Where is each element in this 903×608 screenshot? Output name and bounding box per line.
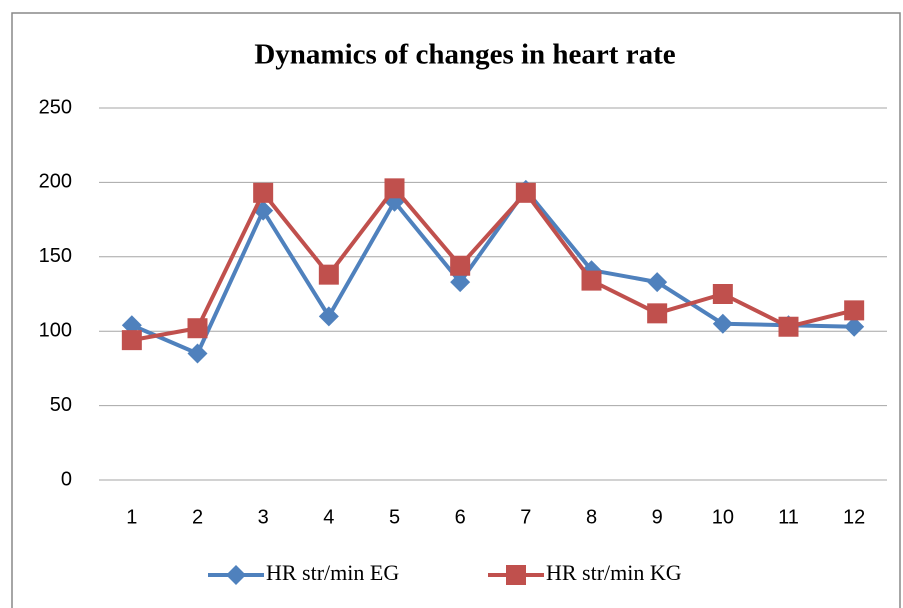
legend-marker: [506, 565, 526, 585]
y-tick-label: 200: [39, 171, 72, 193]
marker: [121, 330, 142, 351]
legend-label: HR str/min EG: [266, 560, 399, 585]
x-tick-label: 6: [455, 506, 466, 528]
x-tick-label: 12: [843, 506, 865, 528]
x-tick-label: 3: [258, 506, 269, 528]
x-tick-label: 4: [323, 506, 334, 528]
marker: [450, 272, 471, 293]
marker: [844, 316, 865, 337]
marker: [778, 316, 799, 337]
marker: [712, 313, 733, 334]
marker: [253, 182, 274, 203]
marker: [450, 255, 471, 276]
marker: [187, 343, 208, 364]
legend-marker: [226, 565, 246, 585]
y-tick-label: 50: [50, 394, 72, 416]
y-tick-label: 100: [39, 319, 72, 341]
x-tick-label: 1: [126, 506, 137, 528]
x-tick-label: 2: [192, 506, 203, 528]
y-tick-label: 150: [39, 245, 72, 267]
marker: [187, 318, 208, 339]
chart-title: Dynamics of changes in heart rate: [254, 39, 675, 71]
x-tick-label: 9: [652, 506, 663, 528]
series-line: [131, 186, 855, 343]
marker: [318, 264, 339, 285]
marker: [384, 178, 405, 199]
marker: [647, 272, 668, 293]
marker: [318, 306, 339, 327]
series-line: [131, 187, 855, 356]
legend-label: HR str/min KG: [546, 560, 682, 585]
x-tick-label: 11: [778, 506, 799, 528]
marker: [581, 270, 602, 291]
marker: [515, 182, 536, 203]
marker: [712, 284, 733, 304]
marker: [647, 303, 668, 324]
x-tick-label: 8: [586, 506, 597, 528]
marker: [844, 300, 865, 321]
y-tick-label: 0: [61, 468, 72, 490]
marker: [253, 200, 274, 221]
y-tick-label: 250: [39, 96, 72, 118]
x-tick-label: 10: [712, 506, 734, 528]
x-tick-label: 5: [389, 506, 400, 528]
x-tick-label: 7: [520, 506, 531, 528]
